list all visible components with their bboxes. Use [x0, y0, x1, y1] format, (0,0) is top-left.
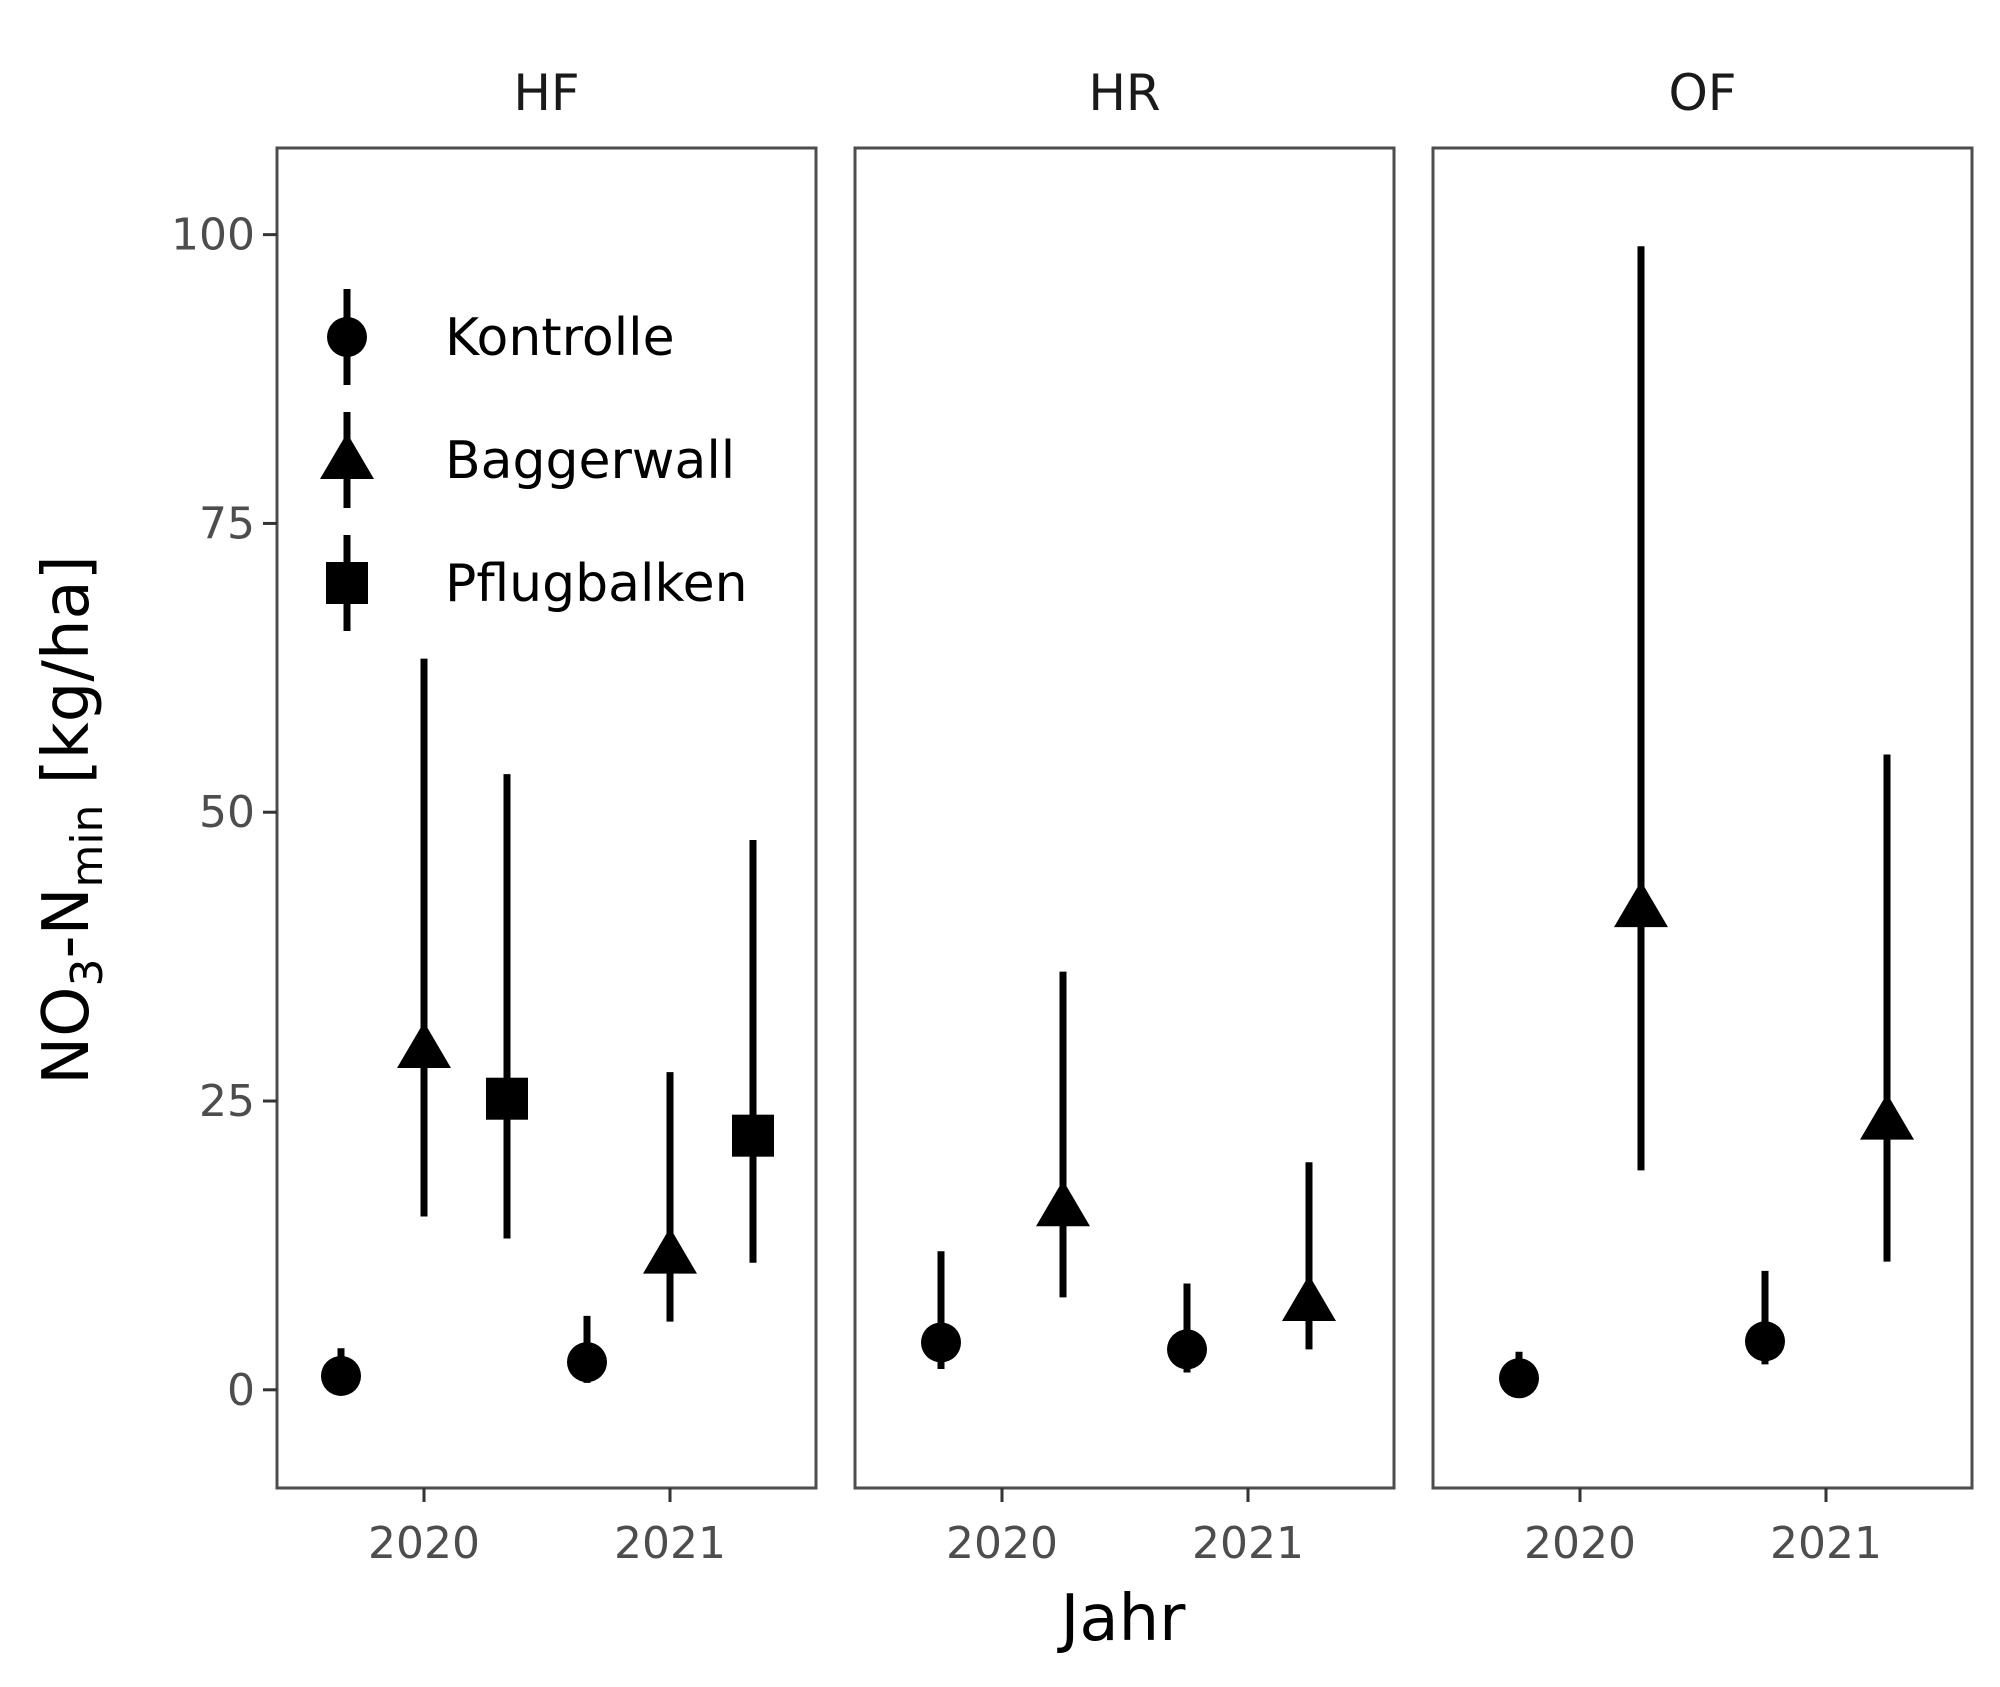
- x-axis-title: Jahr: [1057, 1582, 1187, 1656]
- y-tick-label: 0: [227, 1365, 255, 1416]
- point-marker-circle: [567, 1342, 607, 1383]
- point-range-kontrolle-2020: [921, 1251, 961, 1370]
- point-range-kontrolle-2020: [321, 1348, 361, 1396]
- point-marker-triangle: [397, 1022, 451, 1069]
- point-marker-triangle: [643, 1227, 697, 1274]
- ylabel-prefix: NO: [30, 987, 104, 1085]
- point-marker-circle: [1499, 1358, 1539, 1399]
- x-tick-label: 2021: [1192, 1518, 1304, 1569]
- ylabel-mid: -N: [30, 888, 104, 959]
- legend-marker-triangle: [320, 433, 374, 479]
- point-range-baggerwall-2020: [1614, 246, 1668, 1171]
- point-marker-triangle: [1614, 881, 1668, 928]
- point-marker-circle: [321, 1355, 361, 1396]
- facet-label-hr: HR: [1088, 64, 1160, 122]
- ylabel-subscript-1: 3: [62, 959, 113, 987]
- point-marker-square: [486, 1077, 528, 1120]
- x-tick-label: 2020: [368, 1518, 480, 1569]
- point-marker-triangle: [1036, 1180, 1090, 1227]
- point-range-baggerwall-2021: [1282, 1162, 1336, 1350]
- ylabel-subscript-2: min: [62, 805, 113, 888]
- legend-item-pflugbalken: Pflugbalken: [326, 535, 748, 631]
- y-tick-label: 50: [199, 787, 255, 838]
- legend-marker-square: [326, 562, 368, 604]
- ylabel-suffix: [kg/ha]: [30, 555, 104, 804]
- legend-label: Baggerwall: [445, 431, 735, 491]
- y-axis: 0 25 50 75 100: [171, 210, 277, 1416]
- x-tick-label: 2021: [1770, 1518, 1882, 1569]
- x-tick-label: 2020: [946, 1518, 1058, 1569]
- point-marker-circle: [921, 1322, 961, 1363]
- point-marker-circle: [1745, 1321, 1785, 1362]
- point-marker-circle: [1167, 1329, 1207, 1370]
- legend-item-baggerwall: Baggerwall: [320, 412, 735, 508]
- point-range-kontrolle-2021: [567, 1315, 607, 1383]
- facet-panel-of: OF 2020 2021: [1431, 64, 1974, 1569]
- legend-label: Pflugbalken: [445, 554, 748, 614]
- point-range-baggerwall-2020: [1036, 971, 1090, 1298]
- point-marker-square: [732, 1114, 774, 1157]
- legend-marker-circle: [327, 317, 367, 357]
- panel-border: [853, 146, 1396, 1490]
- legend-item-kontrolle: Kontrolle: [327, 289, 675, 385]
- point-range-kontrolle-2021: [1745, 1270, 1785, 1365]
- point-range-baggerwall-2021: [1860, 754, 1914, 1262]
- facet-panel-hr: HR 2020 2021: [853, 64, 1396, 1569]
- panels-layer: HF 2020 2021 HR 2020 2021 OF 2020 2021: [275, 64, 1974, 1569]
- y-axis-title: NO3-Nmin [kg/ha]: [30, 555, 113, 1085]
- y-tick-label: 100: [171, 210, 255, 261]
- point-marker-triangle: [1282, 1275, 1336, 1322]
- point-range-pflugbalken-2020: [486, 774, 528, 1239]
- x-tick-label: 2020: [1524, 1518, 1636, 1569]
- legend: Kontrolle Baggerwall Pflugbalken: [320, 289, 748, 631]
- y-tick-label: 75: [199, 498, 255, 549]
- facet-label-of: OF: [1668, 64, 1736, 122]
- point-range-baggerwall-2020: [397, 658, 451, 1217]
- facet-label-hf: HF: [513, 64, 579, 122]
- panel-border: [1431, 146, 1974, 1490]
- facet-panel-hf: HF 2020 2021: [275, 64, 818, 1569]
- point-range-baggerwall-2021: [643, 1072, 697, 1322]
- legend-label: Kontrolle: [445, 308, 675, 368]
- panel-border: [275, 146, 818, 1490]
- y-tick-label: 25: [199, 1076, 255, 1127]
- point-marker-triangle: [1860, 1093, 1914, 1140]
- point-range-pflugbalken-2021: [732, 839, 774, 1263]
- point-range-kontrolle-2020: [1499, 1351, 1539, 1399]
- point-range-kontrolle-2021: [1167, 1283, 1207, 1373]
- x-tick-label: 2021: [614, 1518, 726, 1569]
